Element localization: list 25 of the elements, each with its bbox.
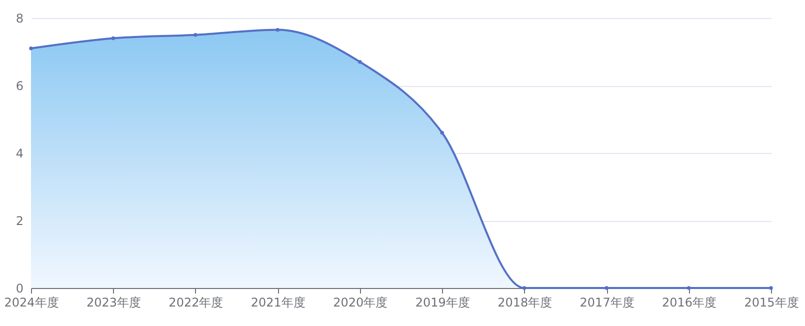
x-tick-label: 2016年度 [662,296,717,310]
point [111,36,116,40]
y-tick-label: 2 [16,214,24,228]
x-tick-label: 2018年度 [498,296,552,310]
y-tick-label: 8 [16,12,24,26]
x-tick-label: 2017年度 [580,296,634,310]
x-tick-label: 2024年度 [4,296,59,310]
x-tick-label: 2022年度 [168,296,224,310]
point [769,286,773,290]
y-tick-label: 0 [16,282,24,296]
point [522,286,526,290]
x-tick-label: 2015年度 [744,296,799,310]
point [604,286,608,290]
point [440,130,444,135]
x-tick-label: 2020年度 [333,296,388,310]
x-tick-label: 2021年度 [250,296,306,310]
y-tick-label: 6 [16,79,24,93]
point [358,60,362,64]
y-tick-label: 4 [16,146,24,160]
x-tick-label: 2023年度 [86,296,141,310]
x-tick-label: 2019年度 [415,296,470,310]
point [686,286,691,290]
point [194,33,198,37]
point [29,46,33,50]
point [276,28,280,32]
